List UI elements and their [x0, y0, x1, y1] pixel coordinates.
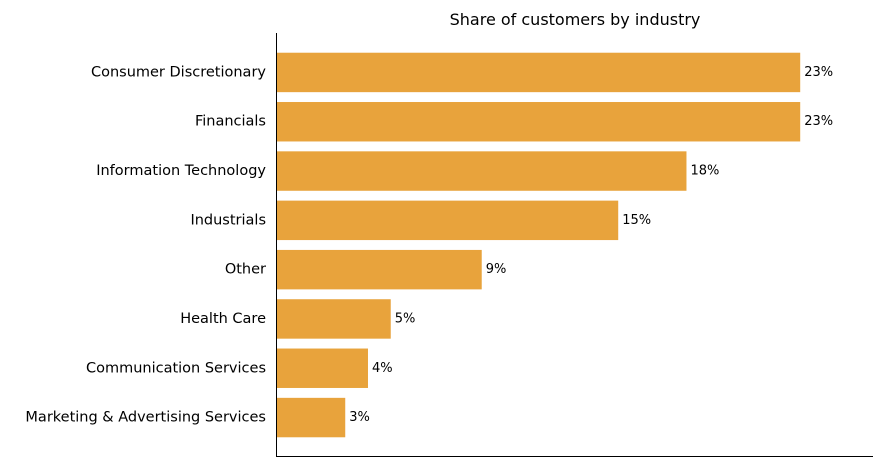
category-label: Industrials	[190, 212, 266, 228]
bar	[277, 52, 801, 93]
bars-group	[277, 52, 801, 438]
value-label: 23%	[804, 114, 833, 129]
category-labels-group: Consumer Discretionary Financials Informat…	[25, 64, 266, 425]
value-labels-group: 23% 23% 18% 15% 9% 5% 4% 3%	[349, 65, 833, 425]
value-label: 4%	[372, 361, 393, 376]
category-label: Financials	[195, 114, 266, 130]
value-label: 9%	[486, 262, 507, 277]
bar	[277, 249, 482, 290]
value-label: 23%	[804, 65, 833, 80]
bar	[277, 299, 391, 339]
category-label: Communication Services	[86, 360, 266, 376]
bar	[277, 200, 619, 241]
category-label: Health Care	[180, 311, 266, 327]
bar	[277, 151, 687, 191]
category-label: Information Technology	[96, 163, 266, 179]
value-label: 5%	[395, 311, 416, 326]
category-label: Marketing & Advertising Services	[25, 410, 266, 426]
value-label: 18%	[690, 164, 719, 179]
category-label: Consumer Discretionary	[91, 64, 266, 80]
value-label: 15%	[622, 213, 651, 228]
chart-title: Share of customers by industry	[450, 10, 701, 29]
category-label: Other	[225, 262, 266, 278]
bar	[277, 102, 801, 142]
value-label: 3%	[349, 410, 370, 425]
bar	[277, 348, 368, 388]
bar	[277, 397, 346, 438]
